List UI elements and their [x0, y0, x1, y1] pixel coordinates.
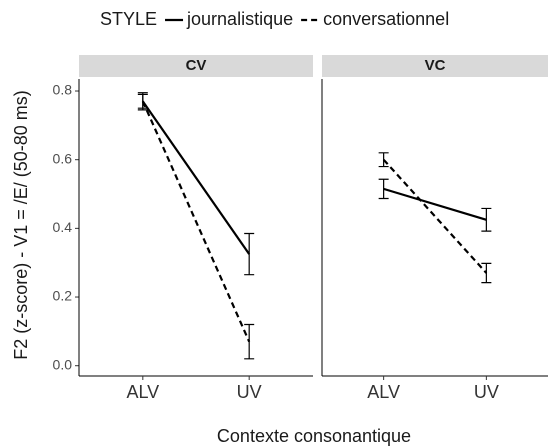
- legend-label: journalistique: [186, 9, 293, 29]
- y-tick-label: 0.4: [53, 219, 73, 235]
- error-bar: [378, 178, 389, 200]
- error-bar: [244, 323, 255, 360]
- x-tick-label: UV: [474, 382, 499, 402]
- line: [141, 100, 251, 343]
- strip-label: CV: [186, 57, 207, 74]
- error-bar: [481, 207, 492, 232]
- x-axis-label: Contexte consonantique: [217, 426, 411, 446]
- y-tick-label: 0.0: [53, 356, 73, 372]
- y-tick-label: 0.6: [53, 150, 73, 166]
- error-bar: [481, 262, 492, 284]
- error-bar: [244, 232, 255, 276]
- x-tick-label: UV: [237, 382, 262, 402]
- x-tick-label: ALV: [367, 382, 400, 402]
- error-bar: [378, 152, 389, 168]
- line: [382, 158, 488, 274]
- y-tick-label: 0.8: [53, 82, 73, 98]
- line: [383, 187, 487, 221]
- error-bar: [137, 93, 148, 109]
- line: [141, 100, 251, 255]
- x-tick-label: ALV: [126, 382, 159, 402]
- y-tick-label: 0.2: [53, 288, 73, 304]
- strip: [322, 55, 548, 77]
- legend-title: STYLE: [100, 9, 157, 29]
- strip: [79, 55, 313, 77]
- y-axis-label: F2 (z-score) - V1 = /E/ (50-80 ms): [11, 90, 31, 360]
- legend-label: conversationnel: [323, 9, 449, 29]
- strip-label: VC: [425, 57, 446, 74]
